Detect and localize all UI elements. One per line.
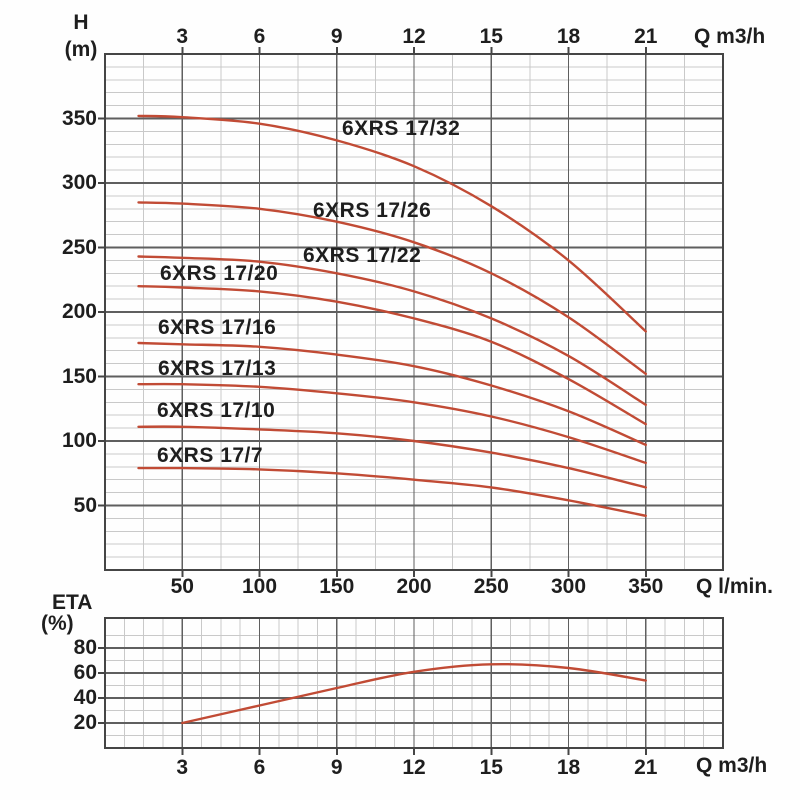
h-axis-unit-label: (m) bbox=[64, 38, 98, 61]
curve-6xrs-17-32 bbox=[137, 114, 647, 333]
eta-q-tick-label: 12 bbox=[402, 756, 426, 779]
eta-q-tick-label: 6 bbox=[253, 756, 266, 779]
eta-axis-label: ETA bbox=[52, 591, 93, 614]
q-top-tick-label: 6 bbox=[253, 25, 266, 48]
eta-tick-label: 40 bbox=[73, 686, 97, 709]
curve-6xrs-17-10 bbox=[137, 425, 647, 489]
eta-q-tick-label: 15 bbox=[479, 756, 503, 779]
h-tick-label: 300 bbox=[61, 171, 97, 194]
plot-border bbox=[104, 53, 724, 571]
curve-label: 6XRS 17/13 bbox=[158, 357, 277, 380]
eta-q-tick-label: 18 bbox=[556, 756, 581, 779]
eta-q-tick-label: 3 bbox=[176, 756, 189, 779]
q-top-tick-label: 12 bbox=[402, 25, 426, 48]
q-lmin-tick-label: 300 bbox=[550, 575, 587, 598]
q-top-tick-label: 18 bbox=[556, 25, 581, 48]
h-tick-label: 150 bbox=[61, 364, 97, 388]
q-top-tick-label: 3 bbox=[176, 25, 189, 48]
curve-6xrs-17-20 bbox=[137, 285, 647, 426]
eta-q-tick-label: 9 bbox=[330, 756, 343, 779]
eta-tick-label: 80 bbox=[73, 636, 97, 659]
q-lmin-tick-label: 100 bbox=[241, 575, 278, 598]
q-lmin-tick-label: 150 bbox=[319, 575, 355, 598]
eta-tick-label: 60 bbox=[73, 661, 97, 684]
curve-label: 6XRS 17/22 bbox=[303, 244, 422, 267]
h-tick-label: 200 bbox=[61, 300, 97, 323]
h-tick-label: 350 bbox=[61, 106, 97, 130]
curve-label: 6XRS 17/20 bbox=[160, 262, 279, 285]
eta-q-tick-label: 21 bbox=[634, 756, 658, 779]
curve-label: 6XRS 17/32 bbox=[342, 117, 461, 140]
q-lmin-tick-label: 350 bbox=[628, 575, 664, 598]
curve-6xrs-17-7 bbox=[137, 466, 647, 517]
plot-border bbox=[104, 617, 724, 749]
curve-6xrs-17-22 bbox=[137, 255, 647, 407]
curve-label: 6XRS 17/10 bbox=[157, 399, 276, 422]
eta-tick-label: 20 bbox=[73, 711, 97, 734]
curve-6xrs-17-26 bbox=[137, 201, 647, 376]
q-top-tick-label: 9 bbox=[330, 25, 343, 48]
q-top-tick-label: 21 bbox=[634, 25, 658, 48]
h-tick-label: 50 bbox=[73, 493, 97, 517]
q-lmin-tick-label: 250 bbox=[473, 575, 509, 598]
q-bottom-axis-unit-label: Q m3/h bbox=[696, 754, 768, 777]
q-top-tick-label: 15 bbox=[479, 25, 503, 48]
h-tick-label: 250 bbox=[61, 235, 97, 259]
curve-label: 6XRS 17/26 bbox=[313, 199, 432, 222]
q-lmin-tick-label: 50 bbox=[170, 575, 194, 598]
q-lmin-tick-label: 200 bbox=[396, 575, 432, 598]
h-axis-label: H bbox=[73, 11, 89, 34]
curve-label: 6XRS 17/16 bbox=[158, 316, 277, 339]
curve-label: 6XRS 17/7 bbox=[157, 444, 264, 467]
q-lmin-axis-unit-label: Q l/min. bbox=[696, 575, 774, 598]
eta-axis-unit-label: (%) bbox=[41, 612, 74, 635]
curve-eta bbox=[181, 662, 647, 725]
q-top-axis-unit-label: Q m3/h bbox=[694, 25, 766, 48]
curve-6xrs-17-13 bbox=[137, 382, 647, 465]
h-tick-label: 100 bbox=[61, 429, 97, 452]
curve-6xrs-17-16 bbox=[137, 341, 647, 447]
